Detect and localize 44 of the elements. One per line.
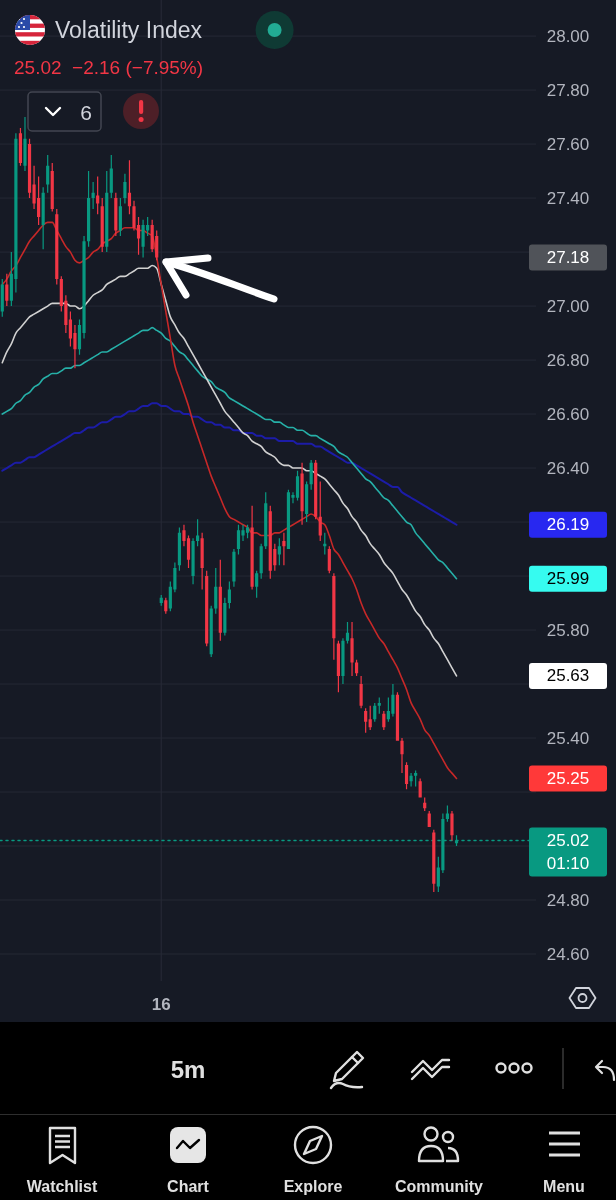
y-tick-label: 27.00 <box>546 296 590 316</box>
y-tick-label: 26.80 <box>546 350 590 370</box>
text: 01:10 <box>546 854 590 874</box>
y-tick-label: 25.40 <box>546 728 590 748</box>
y-tick-label: 26.60 <box>546 404 590 424</box>
candlestick <box>400 738 404 774</box>
text: 25.02 −2.16 (−7.95%) <box>14 56 204 78</box>
y-tick-label: 27.60 <box>546 134 590 154</box>
text: Volatility Index <box>55 17 203 43</box>
candlestick <box>232 549 236 587</box>
text: Explore <box>283 1177 343 1195</box>
text: 5m <box>170 1055 206 1083</box>
x-tick-label: 16 <box>151 994 171 1014</box>
y-tick-label: 24.60 <box>546 944 590 964</box>
candlestick <box>409 773 413 787</box>
line-series <box>1 264 458 677</box>
candlestick <box>300 462 304 525</box>
text: Watchlist <box>26 1177 98 1195</box>
line-series <box>1 402 458 526</box>
text: 25.99 <box>546 569 590 589</box>
text: Menu <box>543 1177 585 1195</box>
annotation: 6 <box>80 100 92 124</box>
text: 26.19 <box>546 515 590 535</box>
text: 27.18 <box>546 247 590 267</box>
text: 25.63 <box>546 666 590 686</box>
candlestick <box>350 621 354 676</box>
y-tick-label: 27.40 <box>546 188 590 208</box>
candlestick <box>191 538 195 585</box>
y-tick-label: 26.40 <box>546 458 590 478</box>
candlestick <box>141 219 145 258</box>
y-tick-label: 28.00 <box>546 26 590 46</box>
line-series <box>1 221 458 780</box>
candlestick <box>450 810 454 841</box>
ref-line-label: 25.02 <box>546 831 590 851</box>
y-tick-label: 24.80 <box>546 890 590 910</box>
candlestick <box>123 173 127 204</box>
text: Community <box>395 1177 484 1195</box>
text: 25.25 <box>546 769 590 789</box>
line-series <box>1 326 458 580</box>
candlestick <box>23 117 27 172</box>
text: Chart <box>167 1177 210 1195</box>
y-tick-label: 25.80 <box>546 620 590 640</box>
candlestick <box>341 638 345 685</box>
y-tick-label: 27.80 <box>546 80 590 100</box>
